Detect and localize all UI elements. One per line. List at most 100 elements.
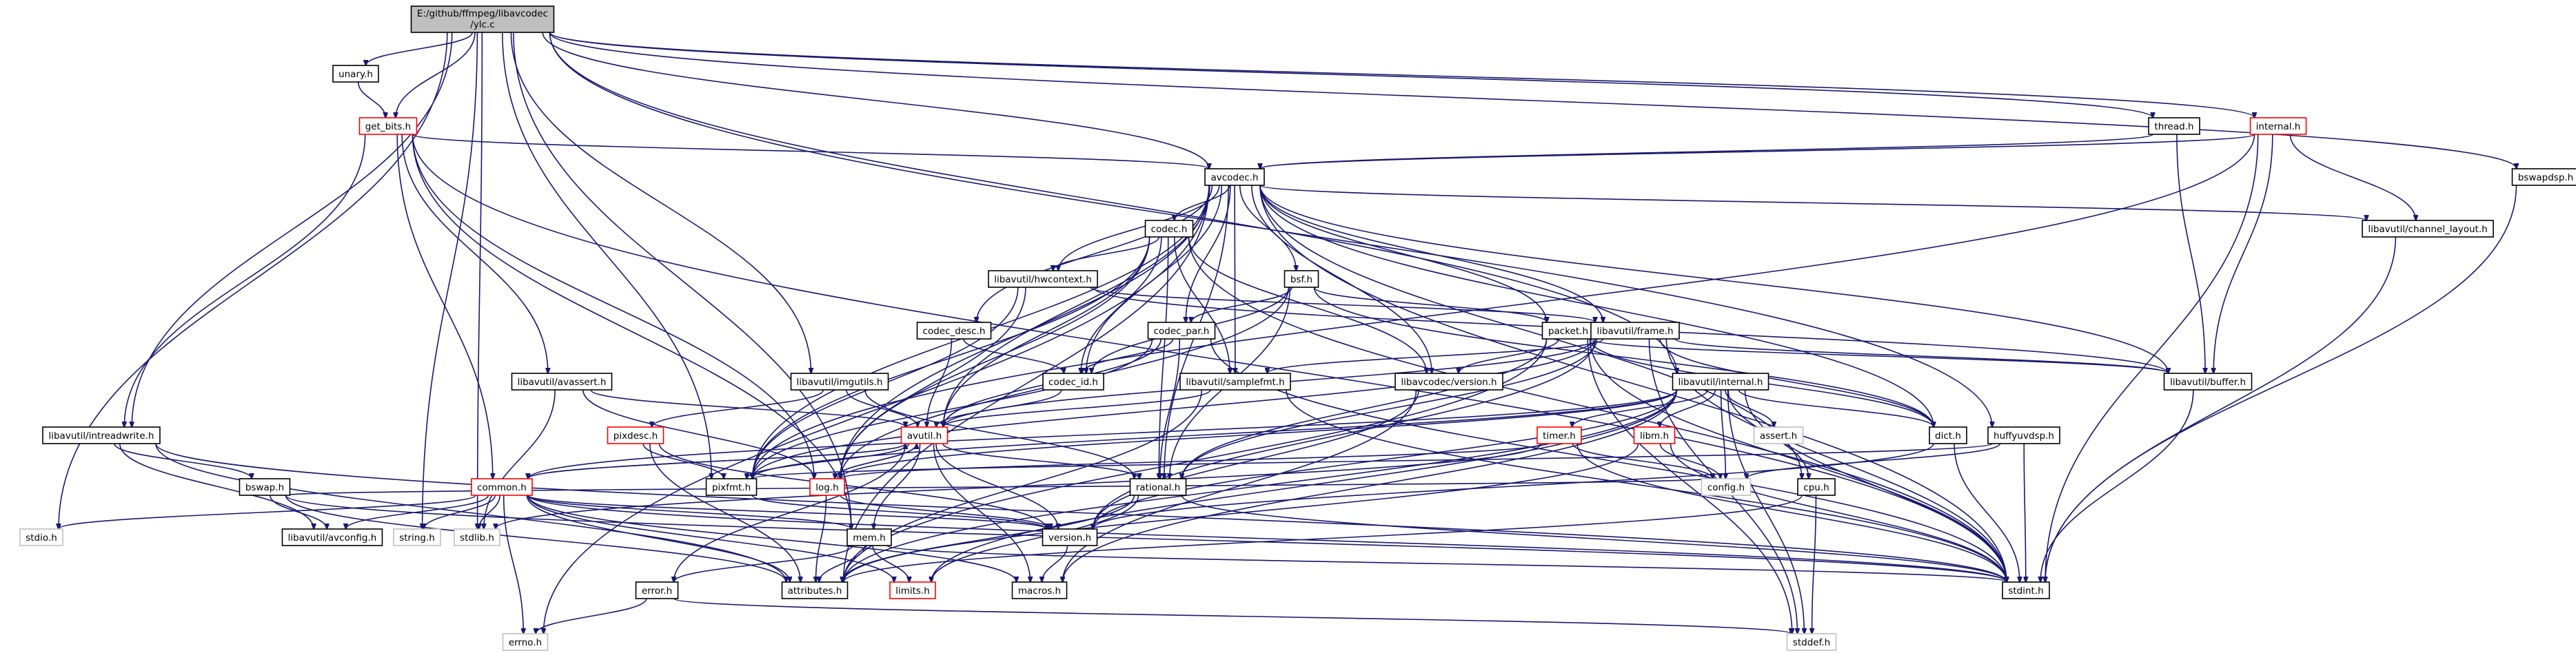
edge-rational-to-limits [931, 495, 1139, 582]
node-lavu-internal[interactable]: libavutil/internal.h [1672, 373, 1769, 391]
node-box [281, 528, 383, 546]
node-label: string.h [399, 532, 435, 543]
node-attributes[interactable]: attributes.h [781, 581, 849, 599]
node-timer[interactable]: timer.h [1537, 426, 1582, 444]
node-macros[interactable]: macros.h [1011, 581, 1068, 599]
node-bswapdsp[interactable]: bswapdsp.h [2511, 168, 2576, 186]
edge-codec_id-to-avutil [936, 389, 1062, 427]
edge-mem-to-attributes [819, 545, 866, 582]
node-stddef[interactable]: stddef.h [1786, 633, 1837, 651]
node-rational[interactable]: rational.h [1129, 478, 1187, 496]
node-stdint[interactable]: stdint.h [2002, 581, 2050, 599]
edge-bsf-to-packet [1313, 287, 1548, 322]
edge-avcodec-to-lavc_version [1251, 185, 1432, 373]
node-log[interactable]: log.h [809, 478, 845, 496]
node-stdio[interactable]: stdio.h [19, 528, 63, 546]
node-libm[interactable]: libm.h [1633, 426, 1676, 444]
node-label: libavutil/samplefmt.h [1186, 377, 1284, 388]
node-label: unary.h [338, 69, 373, 80]
node-label: /ylc.c [470, 19, 494, 30]
node-bswap[interactable]: bswap.h [239, 478, 291, 496]
node-error[interactable]: error.h [635, 581, 679, 599]
node-box [1929, 426, 1967, 444]
node-lavc-version[interactable]: libavcodec/version.h [1395, 373, 1503, 391]
node-codec-desc[interactable]: codec_desc.h [916, 322, 992, 340]
node-dict[interactable]: dict.h [1929, 426, 1967, 444]
node-errno[interactable]: errno.h [502, 633, 549, 651]
node-avutil[interactable]: avutil.h [900, 426, 949, 444]
edge-root-to-bswapdsp [549, 32, 2517, 169]
node-limits[interactable]: limits.h [889, 581, 936, 599]
edge-buffer-to-stdint [2040, 389, 2194, 582]
node-assert[interactable]: assert.h [1753, 426, 1804, 444]
node-box [1395, 373, 1503, 391]
edge-codec-to-hwcontext [1053, 236, 1160, 271]
edge-root-to-lavu_internal [549, 32, 1677, 373]
node-codec-id[interactable]: codec_id.h [1042, 373, 1104, 391]
edge-internal_h-to-buffer [2213, 134, 2273, 373]
node-huffyuvdsp[interactable]: huffyuvdsp.h [1987, 426, 2060, 444]
node-box [846, 528, 892, 546]
node-avassert[interactable]: libavutil/avassert.h [511, 373, 613, 391]
edge-root-to-avcodec [542, 32, 1209, 169]
edge-root-to-get_bits [396, 32, 476, 118]
node-box [19, 528, 63, 546]
node-label: avcodec.h [1210, 172, 1258, 183]
node-packet[interactable]: packet.h [1541, 322, 1595, 340]
node-box [239, 478, 291, 496]
node-avconfig[interactable]: libavutil/avconfig.h [281, 528, 383, 546]
edge-channel_layout-to-stdint [2045, 236, 2397, 582]
node-samplefmt[interactable]: libavutil/samplefmt.h [1179, 373, 1291, 391]
edge-pixdesc-to-version [658, 443, 1047, 529]
node-root[interactable]: E:/github/ffmpeg/libavcodec/ylc.c [410, 6, 555, 33]
edge-codec-to-codec_id [1081, 236, 1162, 373]
edge-packet-to-rational [1182, 338, 1548, 479]
edge-packet-to-stddef [1587, 338, 1792, 634]
node-thread[interactable]: thread.h [2148, 117, 2200, 135]
edge-avcodec-to-dict [1259, 185, 1934, 427]
node-label: cpu.h [1803, 482, 1829, 493]
edge-avutil-to-error [674, 443, 906, 582]
edge-thread-to-avcodec [1260, 134, 2153, 169]
node-label: stdio.h [26, 532, 57, 543]
node-bsf[interactable]: bsf.h [1284, 270, 1319, 288]
edge-internal_h-to-channel_layout [2289, 134, 2415, 220]
node-avcodec[interactable]: avcodec.h [1204, 168, 1265, 186]
node-mem[interactable]: mem.h [846, 528, 892, 546]
node-unary[interactable]: unary.h [332, 65, 379, 83]
node-box [1590, 322, 1680, 340]
edge-codec-to-avutil [944, 236, 1150, 427]
node-label: limits.h [895, 585, 930, 597]
node-get-bits[interactable]: get_bits.h [358, 117, 418, 135]
node-pixdesc[interactable]: pixdesc.h [607, 426, 665, 444]
node-version[interactable]: version.h [1042, 528, 1098, 546]
node-box [2002, 581, 2050, 599]
node-internal-h[interactable]: internal.h [2249, 117, 2307, 135]
node-label: libavutil/channel_layout.h [2368, 224, 2487, 235]
node-box [1042, 528, 1098, 546]
node-cpu[interactable]: cpu.h [1797, 478, 1836, 496]
node-buffer[interactable]: libavutil/buffer.h [2163, 373, 2253, 391]
node-codec[interactable]: codec.h [1144, 220, 1194, 238]
edge-error-to-errno [536, 598, 647, 634]
node-channel-layout[interactable]: libavutil/channel_layout.h [2362, 220, 2494, 238]
node-frame[interactable]: libavutil/frame.h [1590, 322, 1680, 340]
node-imgutils[interactable]: libavutil/imgutils.h [790, 373, 889, 391]
node-label: config.h [1707, 482, 1745, 493]
edge-internal_h-to-stdint [2045, 134, 2259, 582]
edge-imgutils-to-avutil [846, 389, 917, 427]
node-string[interactable]: string.h [393, 528, 441, 546]
node-label: huffyuvdsp.h [1994, 431, 2054, 442]
node-stdlib[interactable]: stdlib.h [454, 528, 500, 546]
node-intreadwrite[interactable]: libavutil/intreadwrite.h [42, 426, 161, 444]
node-hwcontext[interactable]: libavutil/hwcontext.h [988, 270, 1098, 288]
node-box [358, 117, 418, 135]
edge-avcodec-to-frame [1259, 185, 1603, 322]
node-common[interactable]: common.h [471, 478, 533, 496]
edge-common-to-stdio [59, 495, 476, 529]
node-codec-par[interactable]: codec_par.h [1147, 322, 1216, 340]
node-config[interactable]: config.h [1701, 478, 1752, 496]
node-pixfmt[interactable]: pixfmt.h [705, 478, 758, 496]
edge-root-to-pixfmt [502, 32, 711, 479]
